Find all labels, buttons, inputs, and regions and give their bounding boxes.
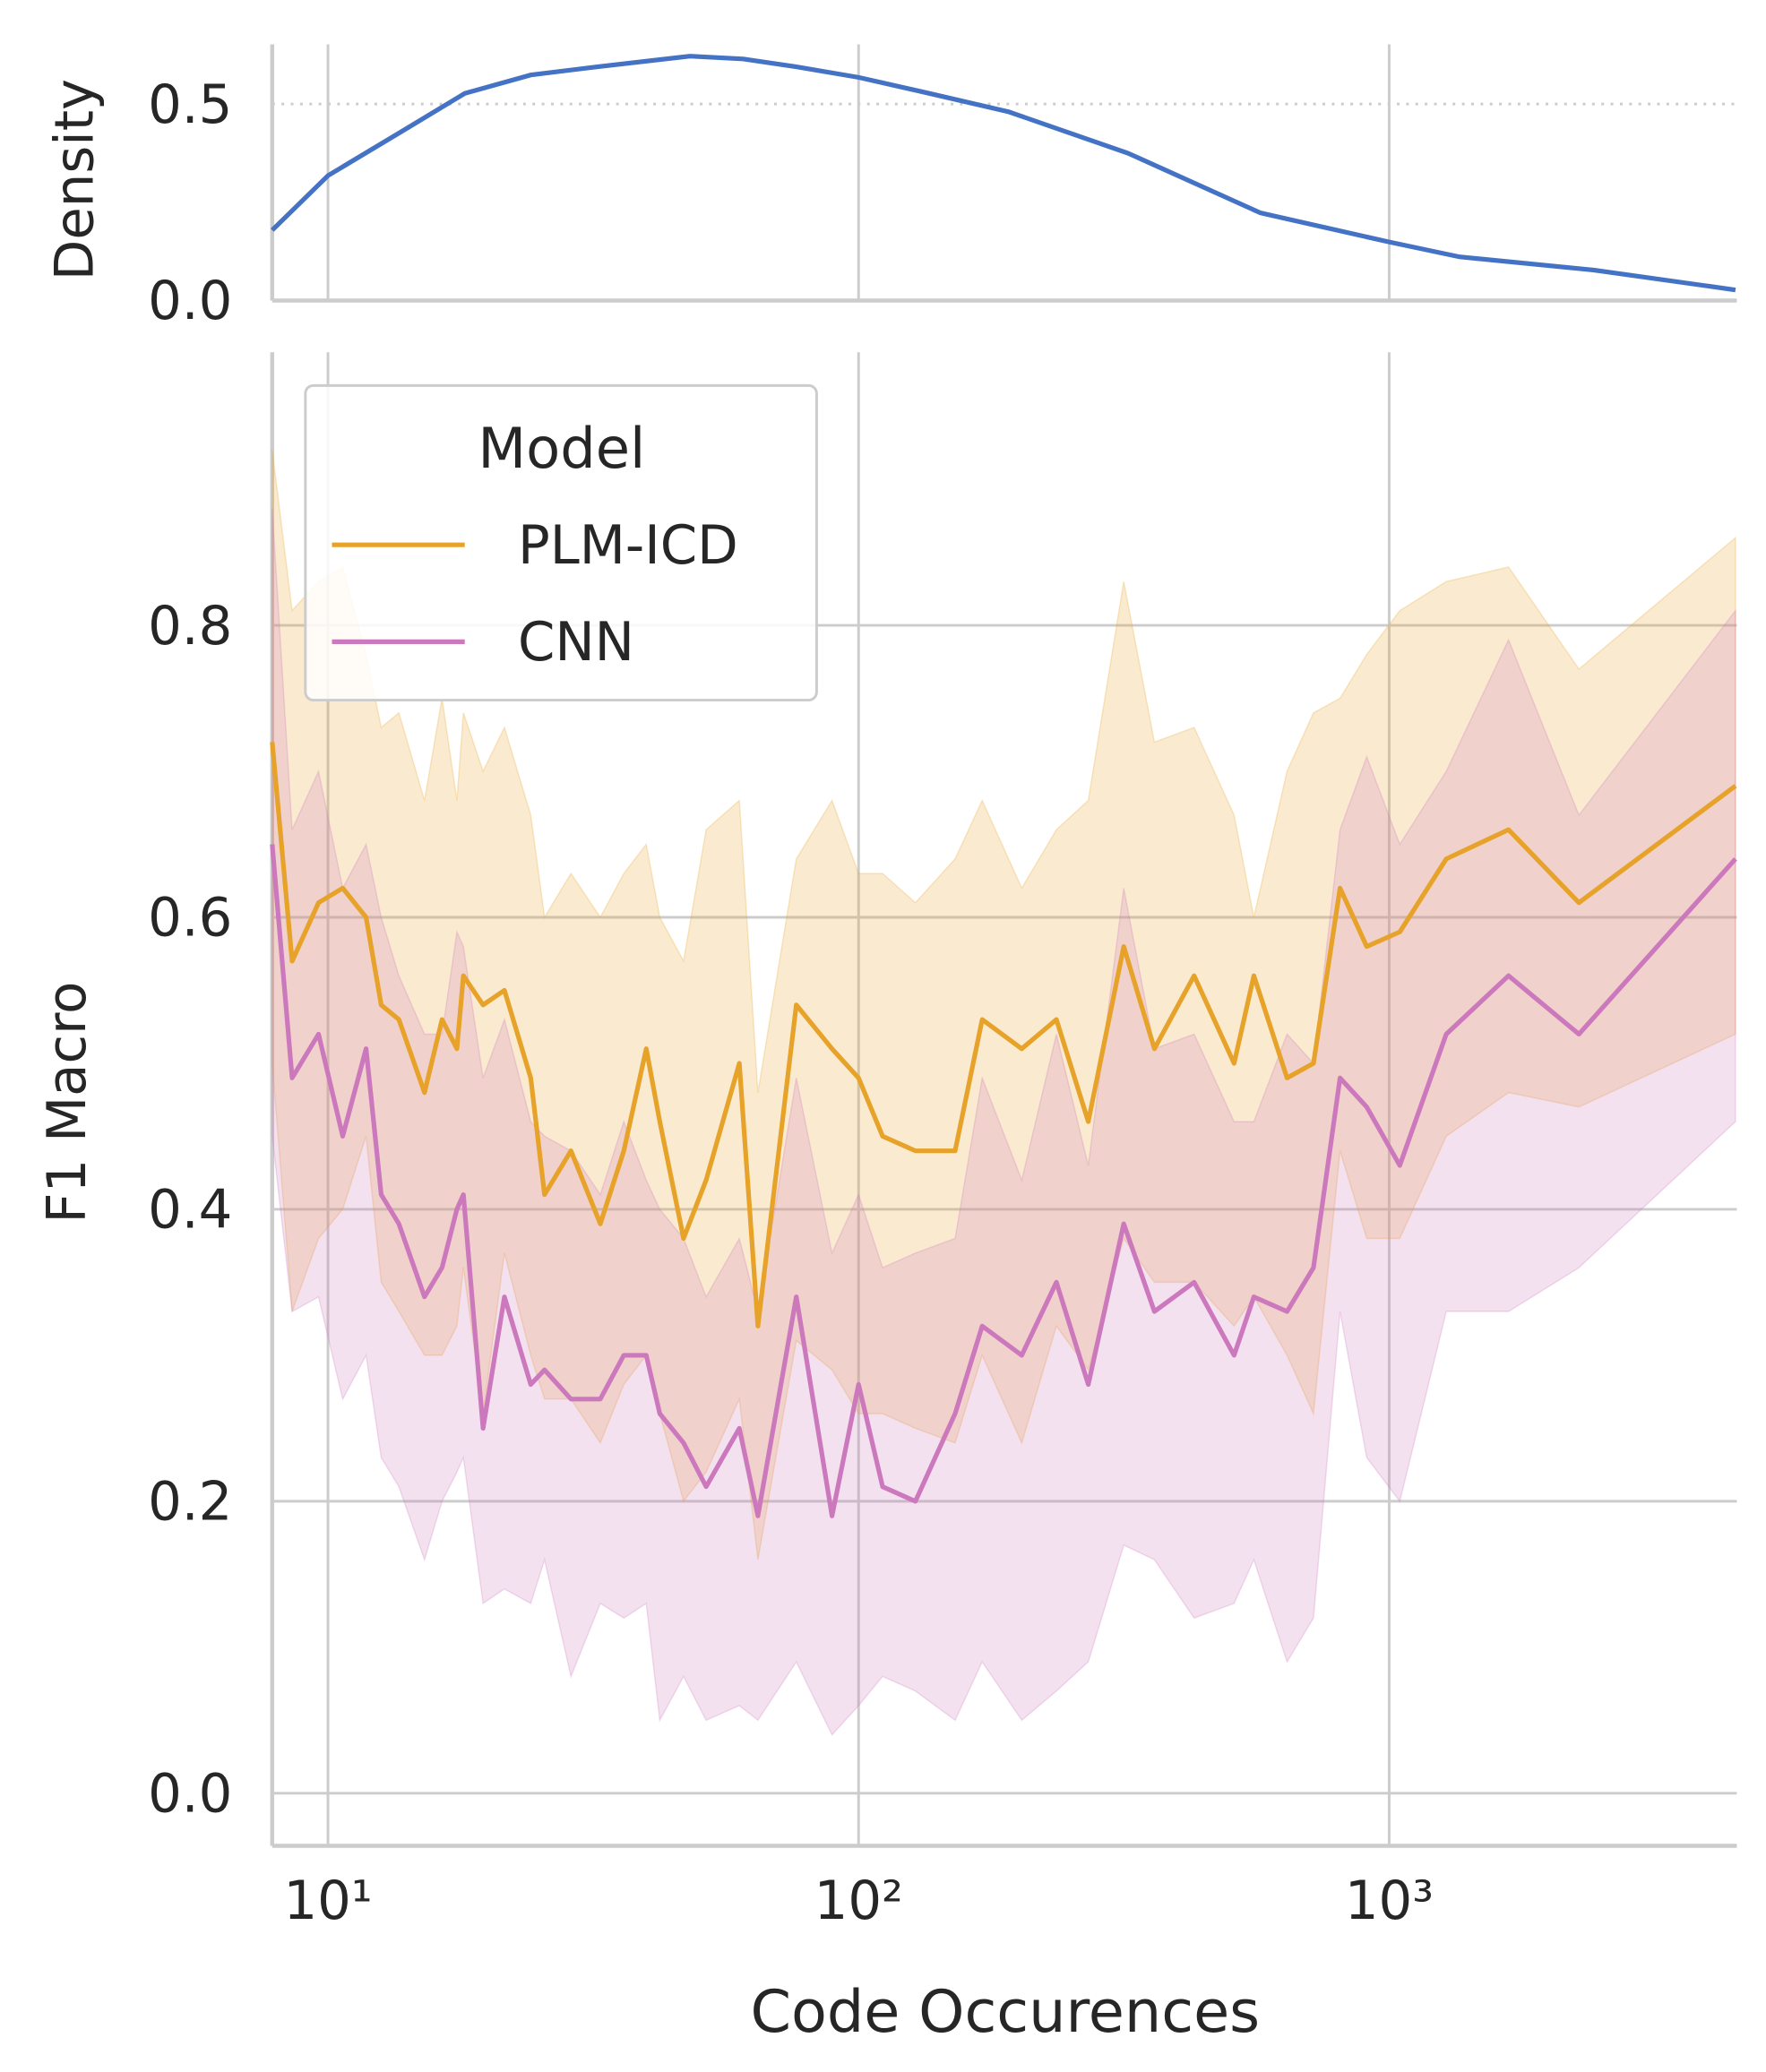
legend-box: [304, 383, 818, 702]
x-axis-label: Code Occurences: [751, 1978, 1261, 2046]
y-tick-label: 0.0: [148, 270, 232, 331]
x-tick-label: 10³: [1345, 1870, 1434, 1931]
legend-title: Model: [478, 416, 645, 481]
y-tick-label: 0.0: [148, 1763, 232, 1825]
line: [270, 54, 1736, 293]
y-axis-label: Density: [44, 79, 106, 280]
y-tick-label: 0.8: [148, 595, 232, 657]
legend-label: PLM-ICD: [518, 514, 738, 576]
x-tick-label: 10²: [814, 1870, 903, 1931]
x-tick-label: 10¹: [283, 1870, 372, 1931]
line: [270, 742, 1737, 1328]
y-tick-label: 0.5: [148, 73, 232, 135]
y-tick-label: 0.4: [148, 1179, 232, 1241]
legend-label: CNN: [518, 611, 634, 673]
legend: Model PLM-ICD CNN: [304, 383, 818, 702]
confidence-band: [271, 508, 1736, 1736]
y-tick-label: 0.2: [148, 1471, 232, 1533]
y-tick-label: 0.6: [148, 887, 232, 949]
y-axis-label: F1 Macro: [36, 982, 98, 1224]
line: [270, 844, 1737, 1518]
